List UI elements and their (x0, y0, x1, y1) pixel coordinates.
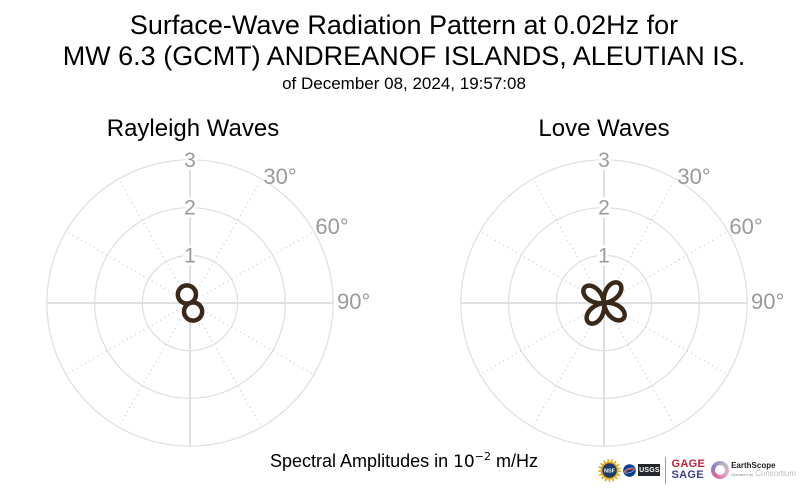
polar-grid-spoke (189, 230, 315, 304)
sponsor-logo-bar: NSF USGS GAGE SAGE EarthScope Operated b… (598, 451, 796, 489)
polar-grid-spoke (65, 230, 191, 304)
azimuth-tick-label: 60° (729, 214, 762, 239)
polar-grid-spoke (189, 302, 263, 428)
caption-exponent: −2 (474, 450, 491, 463)
spectral-amplitude-caption: Spectral Amplitudes in 10−2 m/Hz (4, 450, 800, 472)
earthscope-wordmark: EarthScope Operated by Consortium (731, 460, 796, 479)
azimuth-tick-label: 90° (751, 289, 784, 314)
azimuth-tick-label: 30° (677, 164, 710, 189)
event-date-line: of December 08, 2024, 19:57:08 (282, 74, 526, 93)
polar-grid-spoke (189, 178, 263, 304)
radial-tick-label: 3 (184, 149, 196, 172)
caption-suffix: m/Hz (490, 451, 538, 471)
love-plot-title: Love Waves (538, 115, 670, 142)
polar-grid-spoke (65, 302, 191, 376)
figure-title-block: Surface-Wave Radiation Pattern at 0.02Hz… (4, 10, 800, 95)
nsf-sunburst-rays (598, 458, 622, 482)
nsf-logo-label: NSF (604, 468, 616, 474)
radiation-pattern-curve (581, 280, 627, 326)
nasa-meatball (623, 463, 637, 477)
gage-sage-logo: GAGE SAGE (671, 459, 705, 481)
polar-grid-spoke (117, 302, 191, 428)
nsf-logo-icon: NSF (598, 458, 622, 482)
azimuth-tick-label: 90° (337, 289, 370, 314)
radial-tick-label: 3 (598, 149, 610, 172)
polar-grid-circle (555, 254, 653, 352)
polar-grid-circle (460, 159, 748, 447)
azimuth-tick-label: 60° (315, 214, 348, 239)
sage-label: SAGE (671, 469, 704, 481)
polar-grid-circle (141, 254, 239, 352)
rayleigh-plot-title: Rayleigh Waves (106, 115, 280, 142)
nasa-swoosh (624, 468, 636, 473)
figure-title-line2: MW 6.3 (GCMT) ANDREANOF ISLANDS, ALEUTIA… (62, 41, 746, 71)
polar-grid-circle (507, 206, 701, 400)
caption-base: 10 (453, 452, 475, 472)
polar-grid-circle (46, 159, 334, 447)
nasa-logo-icon (623, 463, 637, 477)
polar-grid-circle (93, 206, 287, 400)
rayleigh-polar-plot: 1 2 3 30° 60° 90° (46, 146, 370, 447)
radial-tick-label: 1 (184, 244, 196, 267)
radial-tick-label: 2 (598, 197, 610, 220)
love-polar-plot: 1 2 3 30° 60° 90° (460, 146, 784, 447)
caption-prefix: Spectral Amplitudes in (270, 451, 454, 471)
logo-divider (665, 456, 667, 484)
earthscope-name: EarthScope (731, 460, 776, 470)
azimuth-tick-label: 30° (263, 164, 296, 189)
polar-grid-spoke (189, 302, 315, 376)
radial-tick-label: 1 (598, 244, 610, 267)
figure-title-line1: Surface-Wave Radiation Pattern at 0.02Hz… (129, 10, 679, 40)
radial-tick-label: 2 (184, 197, 196, 220)
nasa-orbit (624, 467, 636, 473)
nsf-globe (602, 462, 618, 478)
earthscope-logo: EarthScope Operated by Consortium (711, 461, 796, 479)
earthscope-operated-by: Operated by (731, 471, 754, 477)
polar-grid-spoke (117, 178, 191, 304)
usgs-logo: USGS (638, 464, 661, 476)
earthscope-globe-icon (711, 461, 730, 479)
gage-label: GAGE (671, 458, 706, 470)
earthscope-consortium: Consortium (755, 468, 796, 478)
radiation-pattern-curve (175, 283, 205, 323)
